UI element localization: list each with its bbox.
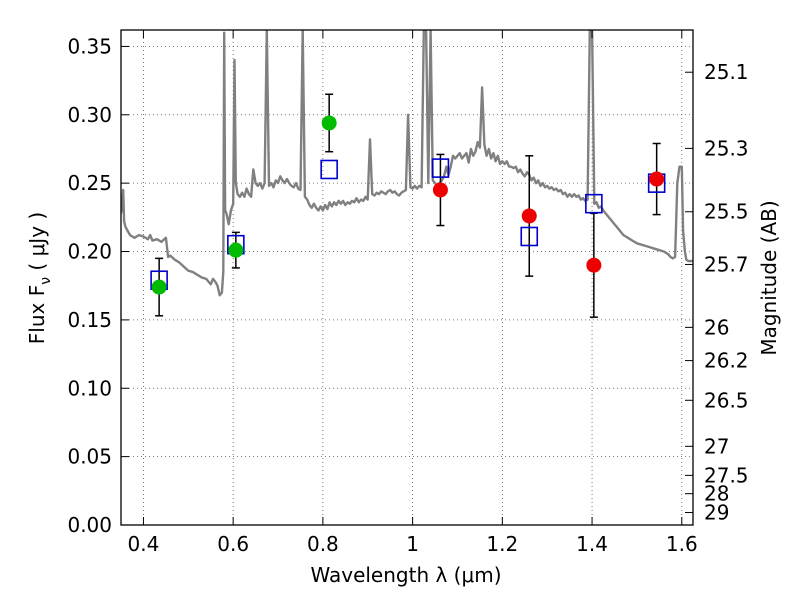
y2-tick-label: 29: [704, 501, 729, 525]
model-photometry-square: [520, 226, 539, 247]
y2-tick-label: 25.1: [704, 60, 749, 84]
observed-point-red: [649, 171, 665, 187]
model-photometry-square: [320, 159, 338, 180]
x-axis-label: Wavelength λ (μm): [310, 563, 501, 587]
observed-point-green: [228, 242, 244, 258]
model-photometry-square: [585, 193, 603, 214]
y-axis-label-subscript: ν: [38, 277, 54, 285]
y2-tick-label: 28: [704, 482, 729, 506]
y2-tick-label: 26.5: [704, 388, 749, 412]
observed-point-green: [321, 115, 337, 131]
y2-tick-label: 26.2: [704, 349, 749, 373]
observed-point-green: [151, 279, 167, 295]
x-tick-label: 0.4: [128, 532, 160, 556]
x-tick-label: 0.6: [217, 532, 249, 556]
x-tick-label: 1.2: [486, 532, 518, 556]
y2-tick-label: 27.5: [704, 463, 749, 487]
photometry-layer: [150, 93, 666, 318]
x-tick-label: 1.6: [666, 532, 698, 556]
model-photometry-square: [431, 158, 450, 178]
observed-point-red: [432, 182, 448, 198]
axis-ticks: 0.4 0.6 0.8 1 1.2 1.4 1.6 0.00 0.05 0.10 0.15 0.20 0…: [67, 30, 749, 556]
grid-lines: [121, 30, 693, 525]
y-axis-label-main: Flux F: [25, 285, 49, 344]
y-axis-label: Flux Fν ( μJy ): [25, 212, 54, 344]
y-tick-label: 0.15: [67, 308, 112, 332]
y-tick-label: 0.30: [67, 103, 112, 127]
y2-tick-label: 25.7: [704, 252, 749, 276]
y2-tick-label: 27: [704, 434, 729, 458]
model-spectrum-layer: [121, 30, 693, 297]
y-axis-label-unit: ( μJy ): [25, 212, 49, 277]
x-tick-label: 0.8: [307, 532, 339, 556]
y-tick-label: 0.05: [67, 445, 112, 469]
x-tick-label: 1.4: [576, 532, 608, 556]
x-tick-label: 1: [406, 532, 419, 556]
y-tick-label: 0.00: [67, 513, 112, 537]
y-tick-label: 0.10: [67, 376, 112, 400]
y-tick-label: 0.35: [67, 34, 112, 58]
y-tick-label: 0.25: [67, 171, 112, 195]
observed-point-red: [586, 257, 602, 273]
y2-tick-label: 25.5: [704, 200, 749, 224]
y-tick-label: 0.20: [67, 240, 112, 264]
model-spectrum-line: [121, 30, 693, 297]
y2-tick-label: 25.3: [704, 136, 749, 160]
observed-point-red: [521, 208, 537, 224]
y2-axis-label: Magnitude (AB): [757, 200, 781, 355]
plot-frame: [120, 29, 694, 526]
y2-tick-label: 26: [704, 315, 729, 339]
